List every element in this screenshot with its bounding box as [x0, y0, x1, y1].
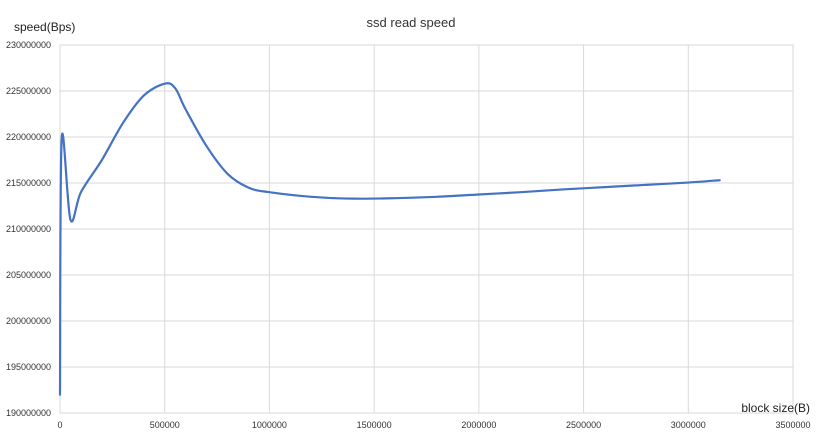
y-tick-label: 195000000 [6, 362, 51, 372]
series-line [58, 82, 721, 396]
chart-title: ssd read speed [367, 15, 456, 30]
y-axis-title: speed(Bps) [14, 20, 75, 34]
y-tick-label: 215000000 [6, 178, 51, 188]
x-tick-label: 0 [57, 420, 62, 430]
x-tick-label: 500000 [150, 420, 180, 430]
y-tick-label: 210000000 [6, 224, 51, 234]
x-tick-label: 1000000 [252, 420, 287, 430]
x-tick-label: 1500000 [357, 420, 392, 430]
y-tick-label: 205000000 [6, 270, 51, 280]
x-tick-label: 3000000 [671, 420, 706, 430]
y-axis-ticks: 190000000 195000000 200000000 205000000 2100… [6, 40, 51, 418]
gridlines [59, 44, 794, 414]
x-tick-label: 2500000 [566, 420, 601, 430]
y-tick-label: 230000000 [6, 40, 51, 50]
y-tick-label: 190000000 [6, 408, 51, 418]
y-tick-label: 225000000 [6, 86, 51, 96]
x-axis-title: block size(B) [741, 401, 810, 415]
x-axis-ticks: 0 500000 1000000 1500000 2000000 2500000 30000… [57, 420, 810, 430]
y-tick-label: 200000000 [6, 316, 51, 326]
y-tick-label: 220000000 [6, 132, 51, 142]
x-tick-label: 3500000 [775, 420, 810, 430]
series-layer [58, 82, 721, 396]
x-tick-label: 2000000 [461, 420, 496, 430]
